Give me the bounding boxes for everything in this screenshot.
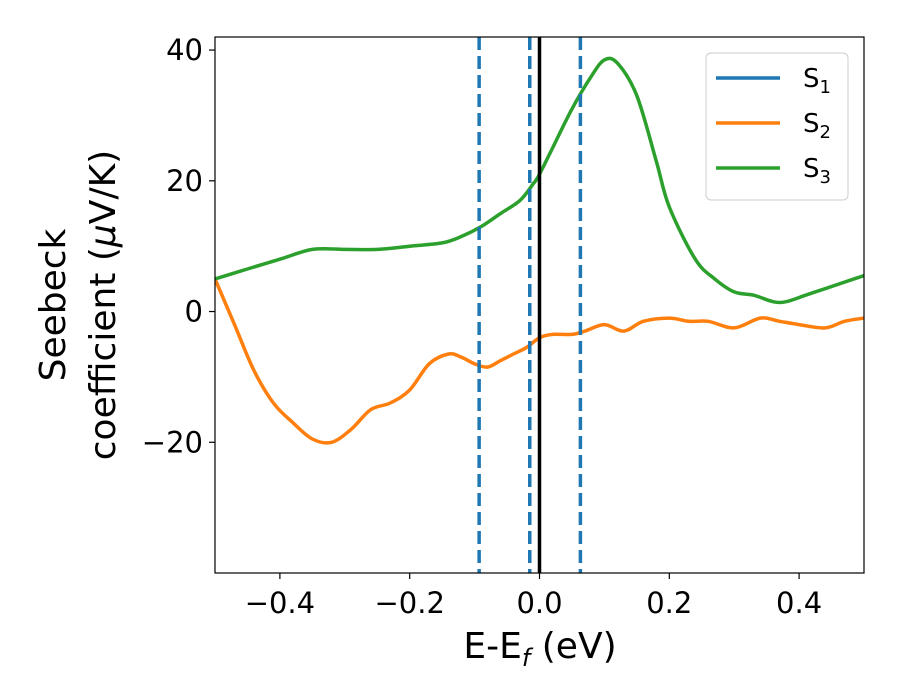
- x-tick-label: 0.2: [646, 586, 692, 620]
- y-axis-label-line2: coefficient (μV/K): [83, 150, 124, 460]
- series-line-s3: [215, 56, 864, 305]
- x-tick-label: −0.4: [245, 586, 315, 620]
- x-tick-label: −0.2: [374, 586, 444, 620]
- series-line-s2: [215, 277, 864, 445]
- legend-label-s3: S3: [803, 154, 831, 188]
- plot-area: [215, 37, 864, 573]
- y-tick-label: 40: [166, 33, 203, 67]
- y-axis-label-line1: Seebeck: [33, 228, 74, 381]
- legend-box: [705, 52, 849, 201]
- y-tick-label: −20: [142, 425, 203, 459]
- axis-ticks: −0.4 −0.2 0.0 0.2 0.4 −20 0 20 40: [142, 33, 822, 620]
- y-tick-label: 20: [166, 164, 203, 198]
- x-tick-label: 0.4: [776, 586, 822, 620]
- legend-label-s2: S2: [803, 109, 831, 143]
- legend: S1 S2 S3: [705, 52, 849, 201]
- y-tick-label: 0: [185, 295, 203, 329]
- x-axis-label: E-Ef (eV): [463, 626, 616, 672]
- x-tick-label: 0.0: [516, 586, 562, 620]
- legend-label-s1: S1: [803, 64, 831, 98]
